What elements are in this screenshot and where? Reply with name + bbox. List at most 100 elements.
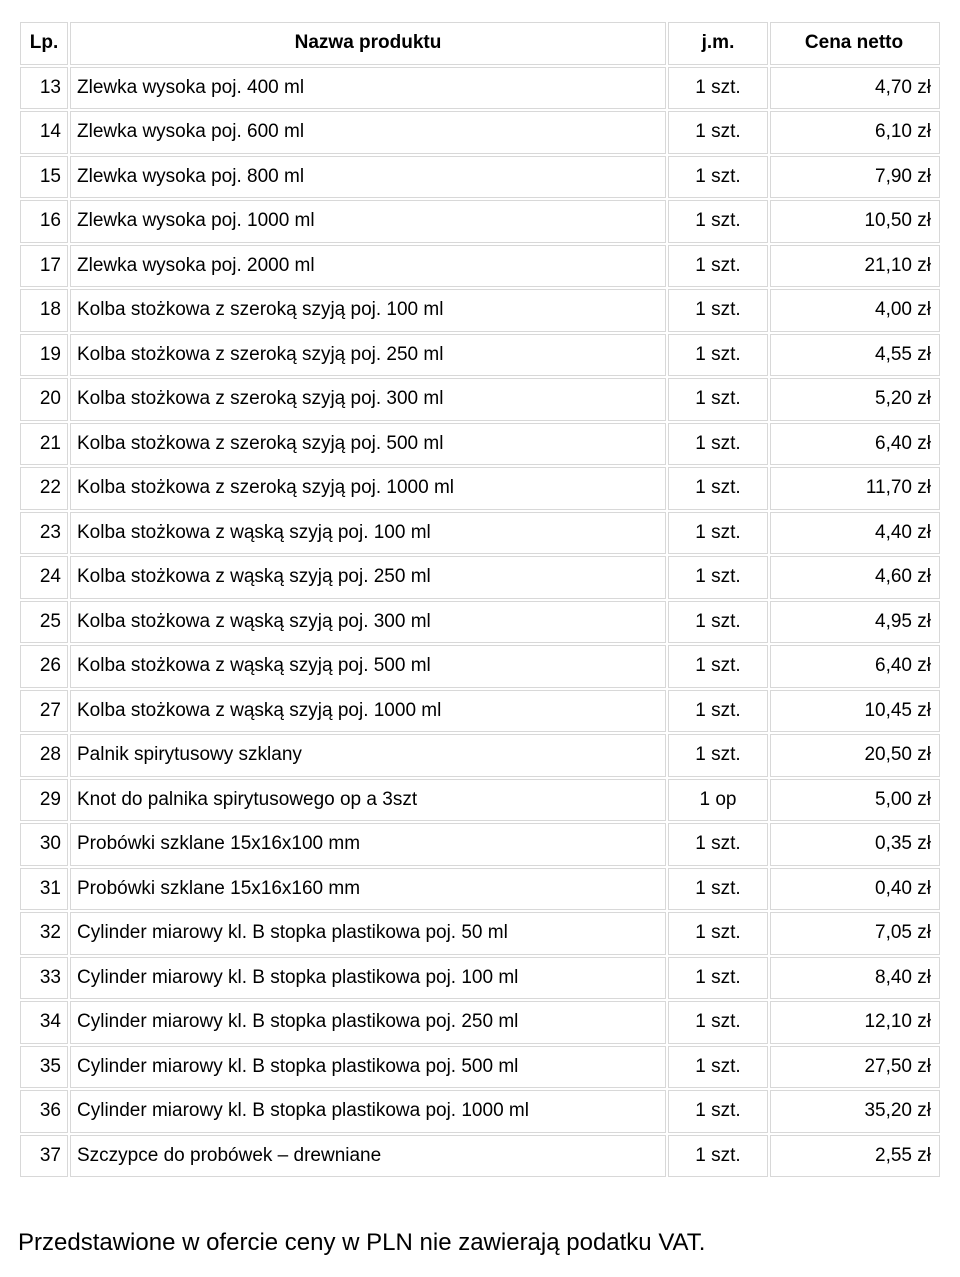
cell-cena: 6,40 zł [770,645,940,688]
cell-cena: 0,40 zł [770,868,940,911]
cell-lp: 13 [20,67,68,110]
table-row: 19Kolba stożkowa z szeroką szyją poj. 25… [20,334,940,377]
table-row: 27Kolba stożkowa z wąską szyją poj. 1000… [20,690,940,733]
table-header-row: Lp. Nazwa produktu j.m. Cena netto [20,22,940,65]
cell-lp: 31 [20,868,68,911]
cell-cena: 12,10 zł [770,1001,940,1044]
table-row: 30Probówki szklane 15x16x100 mm1 szt.0,3… [20,823,940,866]
table-row: 18Kolba stożkowa z szeroką szyją poj. 10… [20,289,940,332]
table-row: 34Cylinder miarowy kl. B stopka plastiko… [20,1001,940,1044]
cell-name: Zlewka wysoka poj. 600 ml [70,111,666,154]
table-row: 31Probówki szklane 15x16x160 mm1 szt.0,4… [20,868,940,911]
cell-name: Cylinder miarowy kl. B stopka plastikowa… [70,1001,666,1044]
table-row: 23Kolba stożkowa z wąską szyją poj. 100 … [20,512,940,555]
cell-lp: 14 [20,111,68,154]
cell-name: Zlewka wysoka poj. 2000 ml [70,245,666,288]
table-row: 28Palnik spirytusowy szklany1 szt.20,50 … [20,734,940,777]
cell-jm: 1 szt. [668,556,768,599]
price-table: Lp. Nazwa produktu j.m. Cena netto 13Zle… [18,20,942,1179]
cell-jm: 1 szt. [668,868,768,911]
cell-lp: 26 [20,645,68,688]
cell-name: Cylinder miarowy kl. B stopka plastikowa… [70,957,666,1000]
cell-cena: 4,55 zł [770,334,940,377]
cell-jm: 1 szt. [668,156,768,199]
cell-name: Knot do palnika spirytusowego op a 3szt [70,779,666,822]
cell-jm: 1 szt. [668,645,768,688]
cell-cena: 8,40 zł [770,957,940,1000]
table-row: 20Kolba stożkowa z szeroką szyją poj. 30… [20,378,940,421]
cell-lp: 29 [20,779,68,822]
cell-name: Cylinder miarowy kl. B stopka plastikowa… [70,1046,666,1089]
cell-name: Kolba stożkowa z wąską szyją poj. 500 ml [70,645,666,688]
cell-jm: 1 szt. [668,601,768,644]
cell-name: Kolba stożkowa z wąską szyją poj. 100 ml [70,512,666,555]
cell-cena: 4,40 zł [770,512,940,555]
cell-lp: 16 [20,200,68,243]
col-header-name: Nazwa produktu [70,22,666,65]
table-row: 33Cylinder miarowy kl. B stopka plastiko… [20,957,940,1000]
col-header-cena: Cena netto [770,22,940,65]
cell-jm: 1 szt. [668,245,768,288]
cell-cena: 21,10 zł [770,245,940,288]
cell-cena: 10,50 zł [770,200,940,243]
cell-cena: 35,20 zł [770,1090,940,1133]
cell-jm: 1 szt. [668,111,768,154]
cell-jm: 1 szt. [668,512,768,555]
cell-name: Kolba stożkowa z wąską szyją poj. 250 ml [70,556,666,599]
cell-name: Zlewka wysoka poj. 400 ml [70,67,666,110]
cell-name: Cylinder miarowy kl. B stopka plastikowa… [70,912,666,955]
cell-lp: 20 [20,378,68,421]
table-row: 24Kolba stożkowa z wąską szyją poj. 250 … [20,556,940,599]
cell-cena: 2,55 zł [770,1135,940,1178]
table-row: 36Cylinder miarowy kl. B stopka plastiko… [20,1090,940,1133]
cell-cena: 10,45 zł [770,690,940,733]
table-row: 17Zlewka wysoka poj. 2000 ml1 szt.21,10 … [20,245,940,288]
cell-jm: 1 szt. [668,1135,768,1178]
cell-lp: 19 [20,334,68,377]
cell-jm: 1 szt. [668,1001,768,1044]
table-row: 29Knot do palnika spirytusowego op a 3sz… [20,779,940,822]
cell-jm: 1 szt. [668,334,768,377]
cell-lp: 28 [20,734,68,777]
table-row: 13Zlewka wysoka poj. 400 ml1 szt.4,70 zł [20,67,940,110]
cell-name: Kolba stożkowa z wąską szyją poj. 1000 m… [70,690,666,733]
cell-name: Palnik spirytusowy szklany [70,734,666,777]
cell-cena: 4,00 zł [770,289,940,332]
cell-cena: 4,60 zł [770,556,940,599]
cell-cena: 7,90 zł [770,156,940,199]
cell-name: Cylinder miarowy kl. B stopka plastikowa… [70,1090,666,1133]
cell-cena: 5,20 zł [770,378,940,421]
cell-cena: 4,70 zł [770,67,940,110]
table-row: 26Kolba stożkowa z wąską szyją poj. 500 … [20,645,940,688]
cell-jm: 1 szt. [668,957,768,1000]
col-header-jm: j.m. [668,22,768,65]
table-row: 16Zlewka wysoka poj. 1000 ml1 szt.10,50 … [20,200,940,243]
cell-name: Zlewka wysoka poj. 1000 ml [70,200,666,243]
cell-name: Kolba stożkowa z szeroką szyją poj. 300 … [70,378,666,421]
cell-cena: 7,05 zł [770,912,940,955]
cell-jm: 1 szt. [668,1046,768,1089]
cell-cena: 5,00 zł [770,779,940,822]
cell-name: Kolba stożkowa z szeroką szyją poj. 250 … [70,334,666,377]
cell-jm: 1 szt. [668,289,768,332]
table-row: 22Kolba stożkowa z szeroką szyją poj. 10… [20,467,940,510]
cell-name: Zlewka wysoka poj. 800 ml [70,156,666,199]
cell-name: Kolba stożkowa z wąską szyją poj. 300 ml [70,601,666,644]
cell-lp: 25 [20,601,68,644]
cell-lp: 18 [20,289,68,332]
cell-name: Kolba stożkowa z szeroką szyją poj. 100 … [70,289,666,332]
cell-name: Probówki szklane 15x16x100 mm [70,823,666,866]
cell-lp: 36 [20,1090,68,1133]
cell-jm: 1 op [668,779,768,822]
cell-cena: 4,95 zł [770,601,940,644]
table-row: 35Cylinder miarowy kl. B stopka plastiko… [20,1046,940,1089]
cell-jm: 1 szt. [668,467,768,510]
table-row: 32Cylinder miarowy kl. B stopka plastiko… [20,912,940,955]
footer-note: Przedstawione w ofercie ceny w PLN nie z… [18,1229,942,1257]
cell-cena: 0,35 zł [770,823,940,866]
cell-jm: 1 szt. [668,423,768,466]
cell-cena: 6,10 zł [770,111,940,154]
table-row: 15Zlewka wysoka poj. 800 ml1 szt.7,90 zł [20,156,940,199]
col-header-lp: Lp. [20,22,68,65]
cell-name: Probówki szklane 15x16x160 mm [70,868,666,911]
